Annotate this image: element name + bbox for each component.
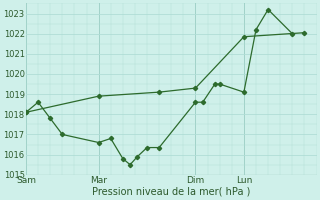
X-axis label: Pression niveau de la mer( hPa ): Pression niveau de la mer( hPa ) [92,187,251,197]
